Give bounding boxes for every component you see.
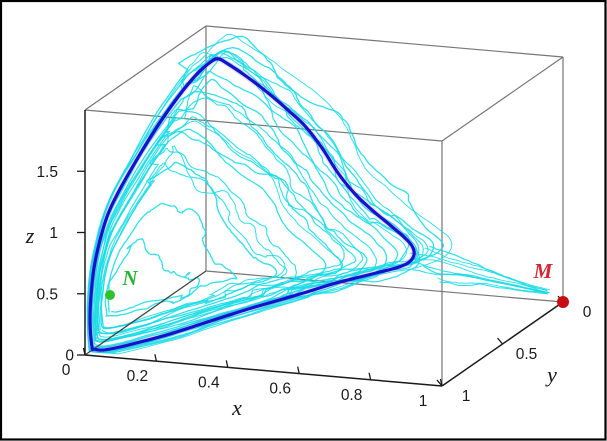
cyan-trajectory <box>87 33 453 355</box>
cyan-trajectory <box>91 78 388 347</box>
cyan-trajectory <box>437 277 549 293</box>
box-edge <box>205 270 564 303</box>
cyan-trajectory <box>93 91 368 343</box>
x-tick-label: 0.6 <box>269 381 291 398</box>
x-tick-label: 0.8 <box>341 387 363 404</box>
cyan-trajectory <box>439 281 547 295</box>
z-tick-label: 1 <box>49 225 58 242</box>
box-edge <box>441 56 564 142</box>
x-axis-line <box>84 354 443 387</box>
marked-points <box>105 290 569 308</box>
x-tick-mark <box>225 360 229 368</box>
y-tick-mark <box>436 379 443 387</box>
z-axis-label: z <box>25 223 35 248</box>
point-N-marker <box>105 290 115 300</box>
box-edge <box>84 25 207 111</box>
cyan-trajectory <box>411 257 548 291</box>
y-tick-label: 0 <box>583 304 592 321</box>
x-tick-label: 0.4 <box>198 374 220 391</box>
x-tick-mark <box>297 366 300 374</box>
cyan-trajectory <box>94 108 357 341</box>
box-bottom-left-edge <box>84 270 207 356</box>
cyan-trajectory <box>429 245 549 295</box>
x-tick-mark <box>82 347 86 356</box>
cyan-trajectory <box>92 97 364 342</box>
cyan-trajectory <box>408 260 546 294</box>
cyan-trajectory <box>100 145 288 330</box>
y-tick-mark <box>497 337 503 345</box>
cyan-trajectory <box>97 120 344 338</box>
x-axis-label: x <box>231 395 242 420</box>
point-N-label: N <box>121 266 138 290</box>
point-M-label: M <box>533 259 554 283</box>
cyan-trajectory <box>98 147 297 334</box>
box-edge <box>84 109 443 142</box>
x-tick-label: 0 <box>62 362 71 379</box>
x-tick-mark <box>368 372 372 380</box>
cyan-trajectory <box>104 237 201 317</box>
cyan-trajectory <box>409 252 550 291</box>
box-edge <box>205 25 564 58</box>
z-tick-label: 1.5 <box>36 164 58 181</box>
limit-cycle <box>86 55 418 354</box>
cyan-trajectory <box>86 46 435 354</box>
y-tick-label: 0.5 <box>516 346 538 363</box>
z-tick-label: 0 <box>65 348 74 365</box>
y-tick-label: 1 <box>462 388 471 405</box>
z-tick-label: 0.5 <box>36 286 58 303</box>
y-axis-label: y <box>545 362 557 387</box>
x-tick-label: 0.2 <box>127 368 149 385</box>
cyan-trajectory <box>100 161 278 329</box>
x-tick-label: 1 <box>419 393 428 410</box>
point-M-marker <box>557 296 569 308</box>
limit-cycle-curve <box>88 57 416 352</box>
x-tick-mark <box>154 354 158 362</box>
box-edge-o-c <box>84 270 207 356</box>
